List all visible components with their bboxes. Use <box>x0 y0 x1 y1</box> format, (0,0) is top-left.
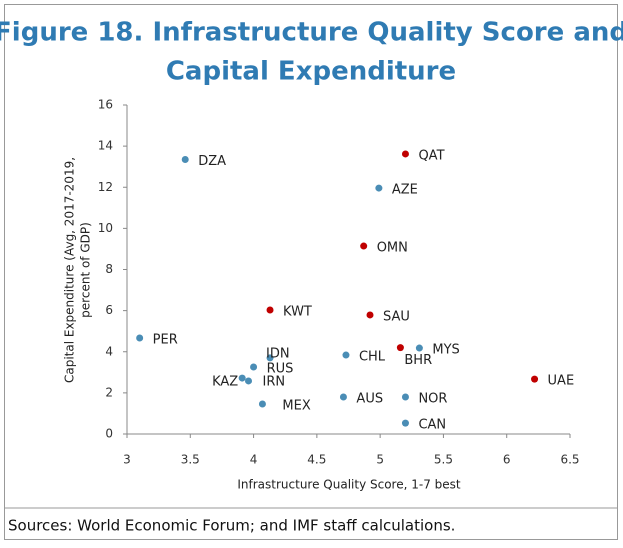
y-tick-label: 6 <box>105 303 113 317</box>
point-label: KWT <box>283 305 312 320</box>
point-label: KAZ <box>212 375 238 390</box>
point-label: IRN <box>263 374 286 389</box>
x-tick-label: 4.5 <box>307 453 326 467</box>
point-label: RUS <box>267 361 294 376</box>
point <box>366 311 374 319</box>
x-tick-label: 6.5 <box>560 453 579 467</box>
point <box>245 377 253 385</box>
point-label: NOR <box>418 391 447 406</box>
point <box>342 351 350 359</box>
y-tick-label: 8 <box>105 262 113 276</box>
y-tick-label: 2 <box>105 385 113 399</box>
x-axis-label: Infrastructure Quality Score, 1-7 best <box>237 478 461 492</box>
point <box>250 363 258 371</box>
point-label: BHR <box>404 353 432 368</box>
point <box>401 150 409 158</box>
point-label: UAE <box>548 374 575 389</box>
point <box>266 354 274 362</box>
point-label: QAT <box>418 148 444 163</box>
point-label: CHL <box>359 350 386 365</box>
point <box>401 419 409 427</box>
point-label: AZE <box>392 183 418 198</box>
point-label: CAN <box>418 418 446 433</box>
point <box>339 393 347 401</box>
point <box>415 344 423 352</box>
y-tick-label: 12 <box>98 180 113 194</box>
point-label: IDN <box>266 346 290 361</box>
x-tick-label: 5 <box>376 453 384 467</box>
y-tick-label: 10 <box>98 221 113 235</box>
source-note: Sources: World Economic Forum; and IMF s… <box>8 517 455 535</box>
point-label: MEX <box>282 398 310 413</box>
point-label: AUS <box>356 391 383 406</box>
point-label: DZA <box>198 154 226 169</box>
point <box>258 400 266 408</box>
point <box>531 375 539 383</box>
y-tick-label: 0 <box>105 427 113 441</box>
chart-title: Figure 18. Infrastructure Quality Score … <box>0 18 623 48</box>
point-label: PER <box>153 332 178 347</box>
point-label: MYS <box>432 343 459 358</box>
point <box>181 155 189 163</box>
x-tick-label: 4 <box>250 453 258 467</box>
point <box>401 393 409 401</box>
y-axis-label: percent of GDP) <box>79 222 93 318</box>
point <box>360 242 368 250</box>
y-tick-label: 14 <box>98 139 113 153</box>
point-label: SAU <box>383 309 410 324</box>
y-tick-label: 4 <box>105 344 113 358</box>
point <box>266 306 274 314</box>
frame <box>4 4 618 540</box>
point <box>375 184 383 192</box>
y-axis-label: Capital Expenditure (Avg, 2017-2019, <box>63 157 77 383</box>
y-tick-label: 16 <box>98 98 113 112</box>
x-tick-label: 5.5 <box>434 453 453 467</box>
chart-title: Capital Expenditure <box>166 57 456 87</box>
point <box>136 334 144 342</box>
x-tick-label: 6 <box>503 453 511 467</box>
x-tick-label: 3 <box>123 453 131 467</box>
x-tick-label: 3.5 <box>181 453 200 467</box>
point <box>396 344 404 352</box>
point-label: OMN <box>377 241 408 256</box>
point <box>238 374 246 382</box>
